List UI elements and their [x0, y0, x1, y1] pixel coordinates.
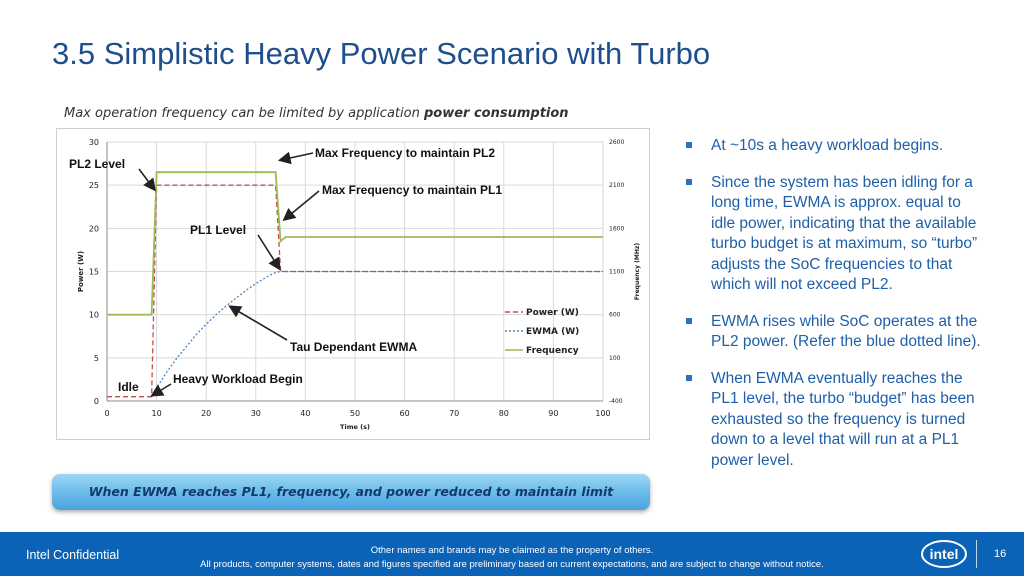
chart-caption: Max operation frequency can be limited b…: [64, 106, 569, 121]
x-tick-label: 90: [548, 409, 558, 418]
bullet-text: EWMA rises while SoC operates at the PL2…: [711, 312, 981, 351]
callout-banner: When EWMA reaches PL1, frequency, and po…: [52, 474, 650, 510]
legend-label-0: Power (W): [526, 308, 579, 318]
annotation-arrow-0: [277, 151, 314, 165]
bullet-item: EWMA rises while SoC operates at the PL2…: [684, 312, 984, 353]
square-bullet-icon: [686, 317, 692, 324]
x-tick-label: 60: [400, 409, 410, 418]
bullet-item: When EWMA eventually reaches the PL1 lev…: [684, 369, 984, 472]
annotation-label-5: Heavy Workload Begin: [173, 372, 303, 386]
x-tick-label: 100: [595, 409, 610, 418]
caption-text: Max operation frequency can be limited b…: [64, 106, 424, 121]
square-bullet-icon: [686, 142, 692, 148]
x-tick-label: 70: [449, 409, 459, 418]
bullet-text: When EWMA eventually reaches the PL1 lev…: [711, 369, 975, 469]
bullet-text: At ~10s a heavy workload begins.: [711, 137, 944, 154]
y2-tick-label: 600: [609, 312, 621, 319]
y-axis-title: Power (W): [77, 251, 85, 292]
x-tick-label: 80: [499, 409, 509, 418]
x-tick-label: 30: [251, 409, 261, 418]
series-line-2: [107, 171, 603, 316]
x-tick-label: 10: [152, 409, 162, 418]
bullet-list: At ~10s a heavy workload begins. Since t…: [684, 136, 984, 487]
y-tick-label: 5: [94, 354, 99, 363]
annotation-label-6: Idle: [118, 380, 139, 394]
footer-claim-text: Other names and brands may be claimed as…: [370, 545, 654, 556]
y-tick-label: 10: [89, 311, 99, 320]
caption-bold: power consumption: [423, 106, 569, 121]
y2-axis-title: Frequency (MHz): [634, 243, 641, 300]
annotation-arrow-2: [138, 168, 156, 192]
logo-wordmark: intel: [930, 546, 959, 562]
y2-tick-label: 100: [609, 355, 621, 362]
y-tick-label: 30: [89, 138, 99, 147]
annotation-label-2: PL2 Level: [69, 157, 125, 171]
y-tick-label: 20: [89, 224, 99, 233]
confidential-label: Intel Confidential: [26, 548, 120, 562]
annotation-label-4: Tau Dependant EWMA: [290, 340, 417, 354]
annotation-arrow-1: [282, 190, 320, 222]
annotation-arrow-5: [150, 383, 172, 397]
x-tick-label: 40: [300, 409, 310, 418]
x-tick-label: 20: [201, 409, 211, 418]
bullet-text: Since the system has been idling for a l…: [711, 173, 978, 294]
slide-title: 3.5 Simplistic Heavy Power Scenario with…: [52, 36, 711, 71]
x-axis-title: Time (s): [340, 423, 370, 431]
y2-tick-label: 2100: [609, 182, 624, 189]
footer-disclaimer-text: All products, computer systems, dates an…: [200, 559, 824, 570]
footer-divider: [976, 540, 977, 568]
chart-container: 0 10 20 30 40 50 60 70 80 90 100 0 5 10 15 20 25 30 -400 10…: [56, 128, 650, 440]
y-tick-label: 15: [89, 268, 99, 277]
x-tick-label: 50: [350, 409, 360, 418]
footer-bar: Intel Confidential Other names and brand…: [0, 532, 1024, 576]
page-number: 16: [994, 548, 1007, 560]
series-line-1: [151, 270, 603, 398]
annotation-arrow-4: [228, 305, 288, 341]
y-tick-label: 0: [94, 397, 99, 406]
y2-tick-label: 1100: [609, 269, 624, 276]
square-bullet-icon: [686, 178, 692, 185]
x-tick-label: 0: [104, 409, 109, 418]
legend-label-1: EWMA (W): [526, 327, 579, 337]
y-tick-label: 25: [89, 181, 99, 190]
annotation-label-0: Max Frequency to maintain PL2: [315, 146, 495, 160]
legend-label-2: Frequency: [526, 346, 579, 356]
y2-tick-label: 1600: [609, 225, 624, 232]
square-bullet-icon: [686, 374, 692, 381]
annotation-arrow-3: [257, 234, 281, 271]
bullet-item: Since the system has been idling for a l…: [684, 173, 984, 296]
y2-tick-label: -400: [609, 398, 623, 405]
annotation-label-1: Max Frequency to maintain PL1: [322, 183, 502, 197]
y2-tick-label: 2600: [609, 139, 624, 146]
annotation-label-3: PL1 Level: [190, 223, 246, 237]
power-frequency-chart: 0 10 20 30 40 50 60 70 80 90 100 0 5 10 15 20 25 30 -400 10…: [69, 138, 641, 431]
intel-logo-icon: intel: [921, 540, 967, 568]
bullet-item: At ~10s a heavy workload begins.: [684, 136, 984, 157]
